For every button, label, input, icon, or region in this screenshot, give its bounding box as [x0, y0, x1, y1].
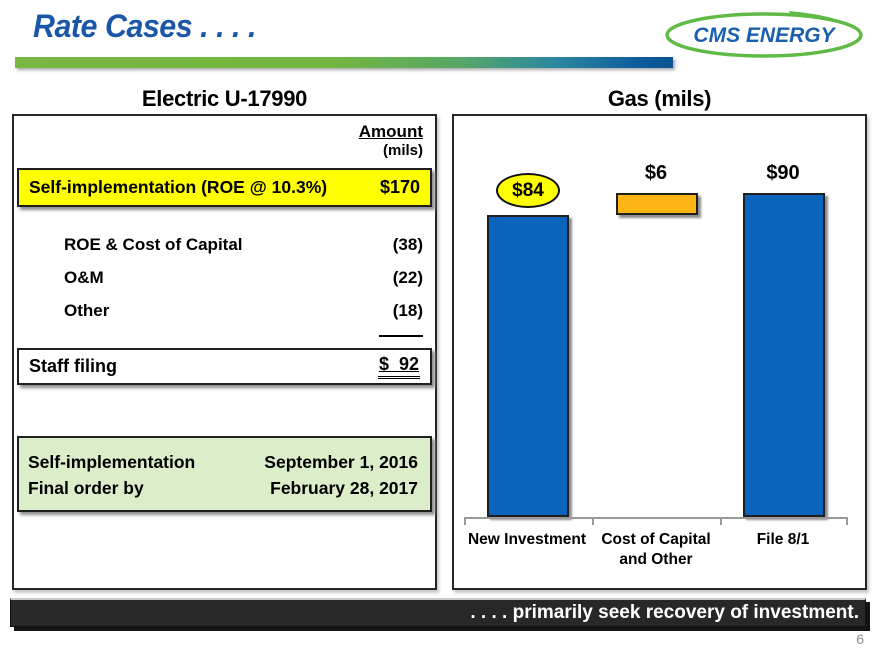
self-implementation-row: Self-implementation (ROE @ 10.3%) $170 — [17, 168, 432, 207]
staff-filing-label: Staff filing — [29, 356, 117, 376]
table-row: O&M (22) — [14, 261, 435, 294]
staff-filing-row: Staff filing $ 92 — [17, 348, 432, 385]
gas-heading: Gas (mils) — [607, 86, 712, 111]
x-axis-line — [464, 517, 848, 519]
roe-cost-of-capital-value: (38) — [392, 234, 423, 254]
amount-column-header: Amount (mils) — [359, 122, 423, 160]
bar-value-cost-of-capital: $6 — [644, 162, 668, 184]
amount-units-label: (mils) — [382, 142, 423, 160]
bar-cost-of-capital-and-other — [616, 193, 698, 215]
bar-new-investment — [487, 214, 569, 517]
schedule-self-implementation-date: September 1, 2016 — [264, 452, 418, 472]
schedule-self-implementation-label: Self-implementation — [28, 452, 196, 472]
schedule-row: Self-implementation September 1, 2016 — [28, 449, 418, 475]
page-number: 6 — [856, 631, 864, 647]
schedule-row: Final order by February 28, 2017 — [28, 475, 418, 501]
electric-panel: Amount (mils) Self-implementation (ROE @… — [12, 114, 437, 590]
schedule-final-order-date: February 28, 2017 — [270, 478, 418, 498]
x-axis-tick — [720, 517, 722, 525]
staff-filing-value: $ 92 — [377, 354, 420, 379]
bar-file-8-1 — [743, 193, 825, 517]
page-title: Rate Cases . . . . — [33, 8, 256, 44]
bar-value-file-81: $90 — [766, 162, 800, 184]
self-implementation-value: $170 — [379, 177, 420, 197]
bar-value-ellipse-new-investment: $84 — [496, 173, 560, 208]
x-axis-tick — [846, 517, 848, 525]
cms-energy-logo: CMS ENERGY — [665, 11, 863, 58]
subtotal-rule — [379, 335, 423, 337]
x-label-file-81: File 8/1 — [756, 531, 810, 548]
x-label-cost-of-capital: Cost of Capital and Other — [601, 531, 711, 569]
footer-banner: . . . . primarily seek recovery of inves… — [10, 598, 866, 627]
gas-bar-chart — [454, 116, 865, 588]
bar-value-new-investment: $84 — [512, 179, 544, 201]
roe-cost-of-capital-label: ROE & Cost of Capital — [64, 234, 243, 254]
logo-text: CMS ENERGY — [693, 24, 836, 47]
other-value: (18) — [392, 300, 423, 320]
om-label: O&M — [64, 267, 104, 287]
self-implementation-label: Self-implementation (ROE @ 10.3%) — [29, 177, 328, 197]
table-row: ROE & Cost of Capital (38) — [14, 228, 435, 261]
x-axis-tick — [592, 517, 594, 525]
gas-chart-panel: $84 $6 $90 New Investment Cost of Capita… — [452, 114, 867, 590]
schedule-box: Self-implementation September 1, 2016 Fi… — [17, 436, 432, 512]
om-value: (22) — [392, 267, 423, 287]
schedule-final-order-label: Final order by — [28, 478, 144, 498]
table-row: Other (18) — [14, 294, 435, 327]
other-label: Other — [64, 300, 110, 320]
logo-swoosh-tail-icon — [788, 11, 862, 35]
electric-heading: Electric U-17990 — [141, 86, 308, 111]
x-label-new-investment: New Investment — [467, 531, 586, 548]
title-underline-bar — [15, 57, 673, 68]
x-axis-tick — [464, 517, 466, 525]
amount-header-label: Amount — [358, 122, 423, 141]
